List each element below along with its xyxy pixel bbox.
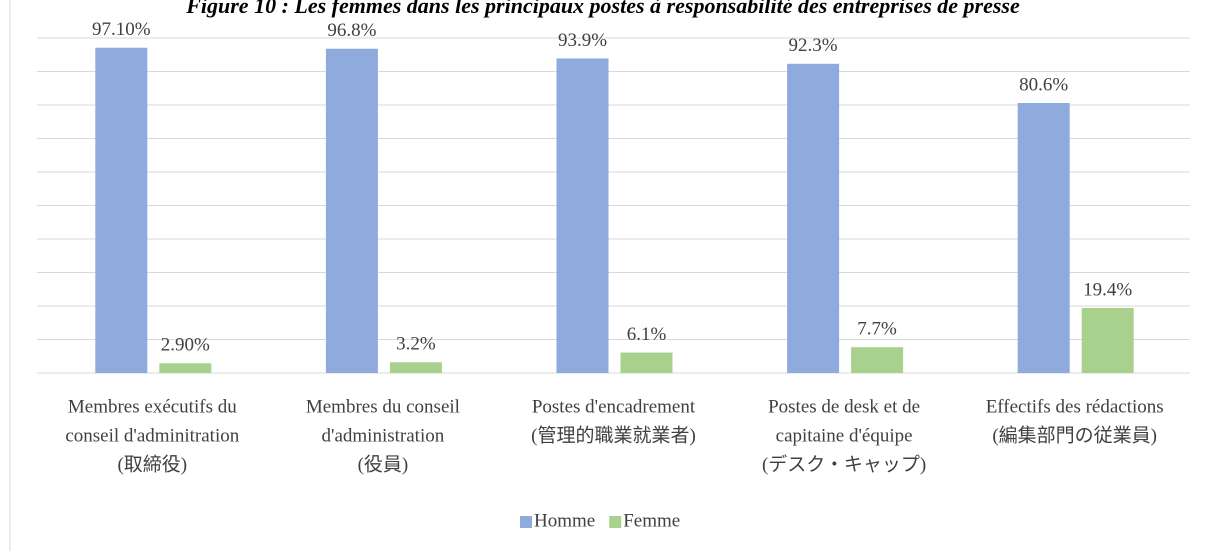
bar xyxy=(325,48,378,373)
bar xyxy=(389,362,442,373)
x-tick-label: (役員) xyxy=(358,453,409,475)
x-tick-label: d'administration xyxy=(322,425,445,446)
legend-label: Femme xyxy=(623,510,680,531)
data-label: 97.10% xyxy=(92,19,151,40)
chart-title: Figure 10 : Les femmes dans les principa… xyxy=(185,0,1020,18)
chart-frame xyxy=(9,0,11,551)
bar xyxy=(556,58,609,374)
x-tick-label: (デスク・キャップ) xyxy=(762,453,926,475)
x-tick-label: Membres exécutifs du xyxy=(68,396,237,417)
bar xyxy=(851,347,904,373)
data-label: 92.3% xyxy=(789,35,838,56)
x-tick-label: Effectifs des rédactions xyxy=(986,396,1164,417)
x-tick-label: Membres du conseil xyxy=(306,396,460,417)
legend-swatch xyxy=(609,516,622,528)
data-label: 6.1% xyxy=(627,324,667,345)
x-tick-label: (管理的職業就業者) xyxy=(531,424,696,446)
data-label: 2.90% xyxy=(161,335,210,356)
bar xyxy=(159,363,212,373)
data-label: 3.2% xyxy=(396,334,436,355)
x-tick-label: capitaine d'équipe xyxy=(776,425,913,446)
x-tick-label: (編集部門の従業員) xyxy=(992,424,1157,446)
bar xyxy=(1017,102,1070,374)
x-tick-label: Postes de desk et de xyxy=(768,396,920,417)
data-label: 7.7% xyxy=(857,319,897,340)
bar xyxy=(95,47,148,374)
data-label: 93.9% xyxy=(558,30,607,51)
x-tick-label: conseil d'adminitration xyxy=(65,425,239,446)
data-label: 19.4% xyxy=(1083,279,1132,300)
data-label: 96.8% xyxy=(327,20,376,41)
x-tick-label: (取締役) xyxy=(117,453,187,475)
bar xyxy=(620,352,673,373)
legend-label: Homme xyxy=(534,510,595,531)
bar xyxy=(787,63,840,374)
x-tick-label: Postes d'encadrement xyxy=(532,396,696,417)
data-label: 80.6% xyxy=(1019,74,1068,95)
legend-swatch xyxy=(520,516,532,528)
bar xyxy=(1081,308,1134,373)
